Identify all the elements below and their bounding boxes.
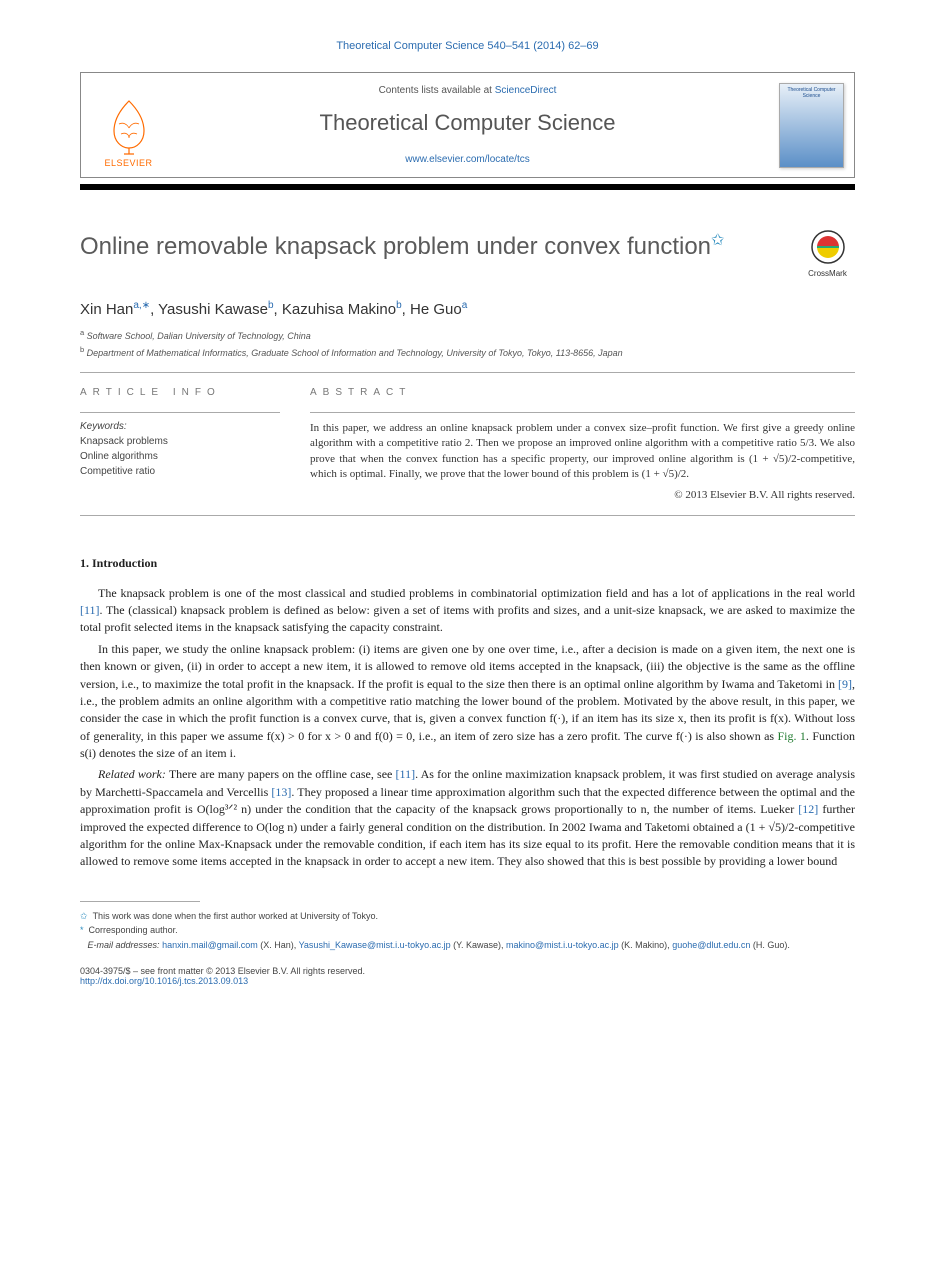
section-1-heading: 1. Introduction	[80, 556, 855, 571]
keywords-label: Keywords:	[80, 421, 280, 432]
publisher-name: ELSEVIER	[104, 158, 152, 168]
contents-available-line: Contents lists available at ScienceDirec…	[181, 85, 754, 96]
email-link[interactable]: makino@mist.i.u-tokyo.ac.jp	[506, 940, 619, 950]
footnote-corresponding: * Corresponding author.	[80, 924, 855, 937]
affiliation: b Department of Mathematical Informatics…	[80, 345, 855, 358]
figure-reference[interactable]: Fig. 1	[778, 729, 806, 743]
paper-title: Online removable knapsack problem under …	[80, 230, 780, 261]
citation-link[interactable]: [13]	[271, 785, 291, 799]
email-link[interactable]: Yasushi_Kawase@mist.i.u-tokyo.ac.jp	[299, 940, 451, 950]
footnote-work-note: ✩ This work was done when the first auth…	[80, 910, 855, 923]
text-span: The knapsack problem is one of the most …	[98, 586, 855, 600]
citation-link[interactable]: [11]	[396, 767, 416, 781]
sciencedirect-link[interactable]: ScienceDirect	[495, 85, 557, 96]
footnote-divider	[80, 901, 200, 902]
text-span: There are many papers on the offline cas…	[166, 767, 396, 781]
abstract-heading: abstract	[310, 387, 855, 398]
divider	[80, 412, 280, 413]
footnote-text: This work was done when the first author…	[93, 911, 378, 921]
footnote-marker: *	[80, 925, 84, 935]
crossmark-label: CrossMark	[800, 269, 855, 278]
doi-link[interactable]: http://dx.doi.org/10.1016/j.tcs.2013.09.…	[80, 976, 855, 986]
article-info-column: article info Keywords: Knapsack problems…	[80, 387, 280, 501]
journal-cover-thumbnail: Theoretical Computer Science	[779, 83, 844, 168]
cover-title: Theoretical Computer Science	[780, 84, 843, 103]
journal-url[interactable]: www.elsevier.com/locate/tcs	[181, 154, 754, 165]
journal-name: Theoretical Computer Science	[181, 110, 754, 136]
contents-prefix: Contents lists available at	[379, 85, 495, 96]
text-span: . The (classical) knapsack problem is de…	[80, 603, 855, 634]
divider	[80, 515, 855, 516]
footnote-text: Corresponding author.	[89, 925, 178, 935]
email-link[interactable]: hanxin.mail@gmail.com	[162, 940, 258, 950]
title-footnote-marker: ✩	[711, 232, 724, 249]
title-row: Online removable knapsack problem under …	[80, 230, 855, 278]
intro-paragraph-2: In this paper, we study the online knaps…	[80, 641, 855, 763]
emails-label: E-mail addresses:	[88, 940, 160, 950]
text-span: In this paper, we study the online knaps…	[80, 642, 855, 691]
journal-header-box: ELSEVIER Theoretical Computer Science Co…	[80, 72, 855, 178]
email-link[interactable]: guohe@dlut.edu.cn	[672, 940, 750, 950]
elsevier-logo: ELSEVIER	[91, 83, 166, 168]
info-abstract-row: article info Keywords: Knapsack problems…	[80, 387, 855, 501]
intro-paragraph-1: The knapsack problem is one of the most …	[80, 585, 855, 637]
footnote-marker: ✩	[80, 911, 88, 921]
black-divider-bar	[80, 184, 855, 190]
divider	[310, 412, 855, 413]
citation-link[interactable]: [12]	[798, 802, 818, 816]
keywords-list: Knapsack problemsOnline algorithmsCompet…	[80, 434, 280, 479]
crossmark-badge[interactable]: CrossMark	[800, 230, 855, 278]
abstract-column: abstract In this paper, we address an on…	[310, 387, 855, 501]
related-work-label: Related work:	[98, 767, 166, 781]
crossmark-icon	[811, 230, 845, 264]
affiliation: a Software School, Dalian University of …	[80, 328, 855, 341]
elsevier-tree-icon	[99, 96, 159, 156]
related-work-paragraph: Related work: There are many papers on t…	[80, 766, 855, 870]
author-list: Xin Hana,∗, Yasushi Kawaseb, Kazuhisa Ma…	[80, 300, 855, 318]
divider	[80, 372, 855, 373]
abstract-copyright: © 2013 Elsevier B.V. All rights reserved…	[310, 489, 855, 501]
journal-reference: Theoretical Computer Science 540–541 (20…	[80, 40, 855, 52]
article-info-heading: article info	[80, 387, 280, 398]
title-text: Online removable knapsack problem under …	[80, 233, 711, 260]
citation-link[interactable]: [11]	[80, 603, 100, 617]
issn-copyright-line: 0304-3975/$ – see front matter © 2013 El…	[80, 966, 855, 976]
footnote-emails: E-mail addresses: hanxin.mail@gmail.com …	[80, 939, 855, 952]
citation-link[interactable]: [9]	[838, 677, 852, 691]
abstract-text: In this paper, we address an online knap…	[310, 421, 855, 483]
